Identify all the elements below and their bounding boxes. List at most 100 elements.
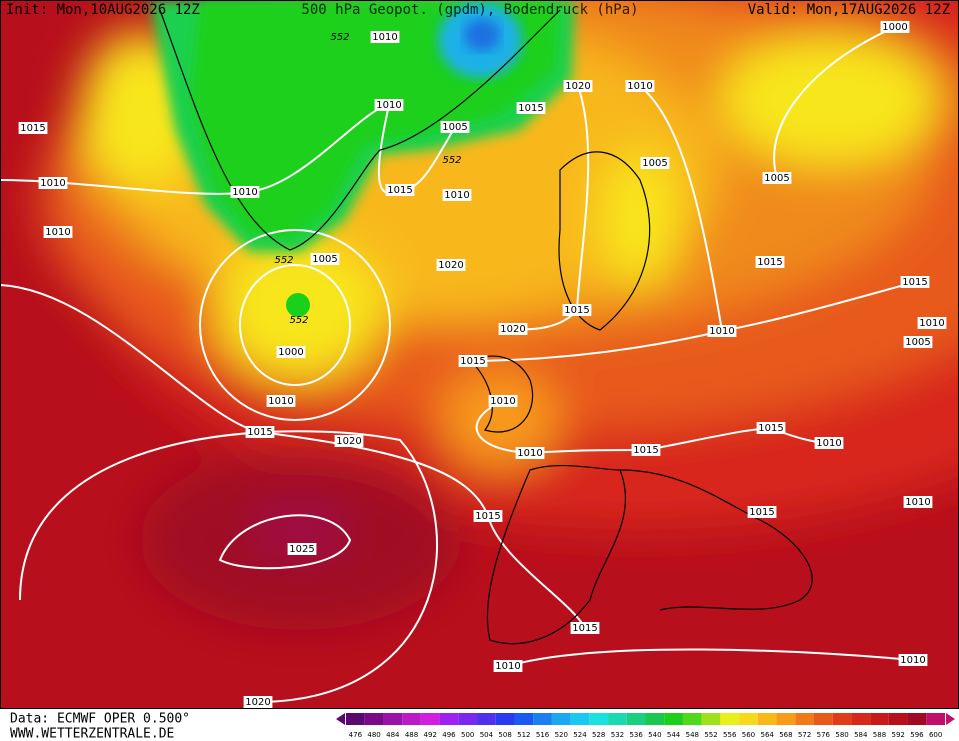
isobar-label-box [640, 157, 670, 169]
isobar-label-group: 1010 [43, 226, 73, 238]
isobar-label-box [563, 80, 593, 92]
isobar-label: 1010 [40, 178, 65, 189]
legend-level: 516 [536, 731, 550, 739]
isobar-label-box [38, 177, 68, 189]
isobar-label-box [243, 696, 273, 708]
geopotential-label: 552 [442, 155, 461, 166]
legend-level: 476 [349, 731, 363, 739]
isobar-label-box [631, 444, 661, 456]
isobar-label: 1010 [376, 100, 401, 111]
legend-level: 588 [873, 731, 886, 739]
isobar-label-box [230, 186, 260, 198]
legend-swatch [813, 713, 833, 725]
isobar-label: 1020 [565, 81, 590, 92]
legend-level: 568 [779, 731, 792, 739]
legend-swatch [346, 713, 365, 725]
legend-level: 556 [723, 731, 737, 739]
isobar-label-group: 1015 [756, 422, 786, 434]
isobar-label-group: 1015 [755, 256, 785, 268]
legend-swatch [645, 713, 665, 725]
isobar-label-group: 1015 [458, 355, 488, 367]
isobar-label-box [266, 395, 296, 407]
legend-arrow-right [946, 713, 955, 725]
map [0, 0, 959, 709]
map-title: 500 hPa Geopot. (gpdm), Bodendruck (hPa) [301, 2, 638, 18]
legend-swatch [551, 713, 571, 725]
isobar-label: 1020 [336, 436, 361, 447]
isobar-label-box [516, 102, 546, 114]
isobar-label-group: 1000 [880, 21, 910, 33]
isobar-label-group: 1020 [436, 259, 466, 271]
legend-swatch [664, 713, 683, 725]
isobar-label-group: 1015 [385, 184, 415, 196]
isobar-label-group: 1025 [287, 543, 317, 555]
isobar-label-box [917, 317, 947, 329]
isobar-label-box [245, 426, 275, 438]
isobar-label: 1015 [633, 445, 658, 456]
isobar-label: 1015 [387, 185, 412, 196]
isobar-label-group: 1020 [243, 696, 273, 708]
geopotential-label: 552 [289, 315, 308, 326]
isobar-label: 1010 [268, 396, 293, 407]
isobar-label-group: 1015 [562, 304, 592, 316]
isobar-label: 1015 [757, 257, 782, 268]
isobar-label: 1010 [709, 326, 734, 337]
isobar-label: 1015 [572, 623, 597, 634]
isobar-label-box [493, 660, 523, 672]
isobar-label: 1005 [312, 254, 337, 265]
legend-swatch [701, 713, 721, 725]
isobar-label-group: 1020 [334, 435, 364, 447]
isobar-label-group: 1005 [762, 172, 792, 184]
isobar-label: 1010 [816, 438, 841, 449]
isobar-label-box [498, 323, 528, 335]
legend-swatch [458, 713, 478, 725]
isobar-label-box [287, 543, 317, 555]
isobar-label-group: 1010 [488, 395, 518, 407]
legend-swatch [757, 713, 777, 725]
legend-level: 592 [892, 731, 905, 739]
isobar-label-group: 1010 [266, 395, 296, 407]
isobar-label: 1000 [278, 347, 303, 358]
site: WWW.WETTERZENTRALE.DE [10, 727, 174, 741]
isobar-label-box [385, 184, 415, 196]
legend-swatch [626, 713, 646, 725]
isobar-label-box [755, 256, 785, 268]
isobar-label-box [707, 325, 737, 337]
isobar-label: 1010 [444, 190, 469, 201]
isobar-label: 1010 [919, 318, 944, 329]
isobar-label: 1015 [20, 123, 45, 134]
isobar-label-box [436, 259, 466, 271]
init-time: Init: Mon,10AUG2026 12Z [6, 2, 200, 18]
isobar-label: 1015 [518, 103, 543, 114]
isobar-label: 1015 [475, 511, 500, 522]
legend-swatch [608, 713, 627, 725]
isobar-label-box [488, 395, 518, 407]
legend-level: 536 [629, 731, 643, 739]
isobar-label-box [276, 346, 306, 358]
isobar-label: 1010 [495, 661, 520, 672]
legend-level: 596 [910, 731, 924, 739]
isobar-label-group: 1005 [640, 157, 670, 169]
isobar-label-box [562, 304, 592, 316]
isobar-label-box [43, 226, 73, 238]
legend-level: 548 [686, 731, 699, 739]
isobar-label: 1015 [758, 423, 783, 434]
isobar-label: 1010 [900, 655, 925, 666]
isobar-label-group: 1010 [370, 31, 400, 43]
legend-swatch [364, 713, 384, 725]
isobar-label-group: 1010 [898, 654, 928, 666]
legend-level: 552 [704, 731, 717, 739]
isobar-label-box [625, 80, 655, 92]
legend-swatch [682, 713, 702, 725]
isobar-label: 1025 [289, 544, 314, 555]
isobar-label-group: 1015 [516, 102, 546, 114]
isobar-label: 1010 [517, 448, 542, 459]
legend-level: 480 [367, 731, 380, 739]
legend-swatch [926, 713, 945, 725]
isobar-label-group: 1015 [245, 426, 275, 438]
legend-swatch [720, 713, 740, 725]
isobar-label-box [473, 510, 503, 522]
legend-level: 540 [648, 731, 661, 739]
legend-swatch [477, 713, 496, 725]
isobar-label-group: 1020 [563, 80, 593, 92]
